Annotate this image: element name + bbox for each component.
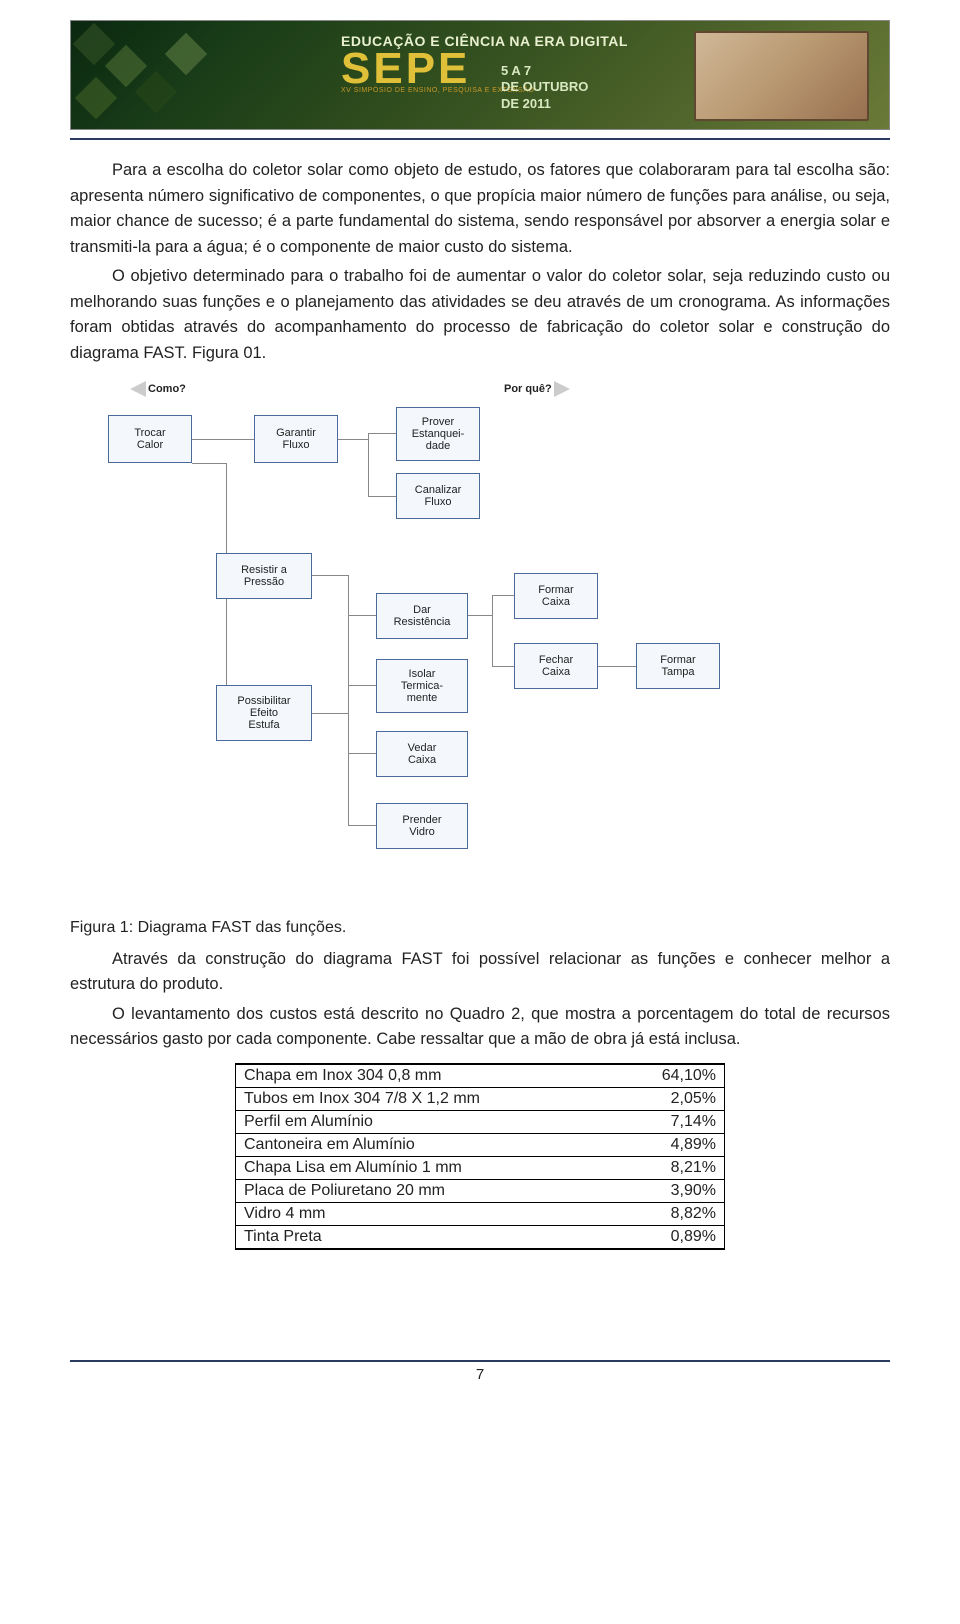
arrow-how: Como?: [130, 381, 188, 397]
node-formar-caixa: FormarCaixa: [514, 573, 598, 619]
paragraph-3: Através da construção do diagrama FAST f…: [70, 947, 890, 998]
banner-abacus-image: [694, 31, 869, 121]
table-cell-percent: 8,21%: [605, 1156, 725, 1179]
table-cell-component: Chapa em Inox 304 0,8 mm: [236, 1064, 605, 1088]
table-cell-component: Tinta Preta: [236, 1225, 605, 1249]
node-prender-vidro: PrenderVidro: [376, 803, 468, 849]
table-cell-component: Placa de Poliuretano 20 mm: [236, 1179, 605, 1202]
paragraph-4: O levantamento dos custos está descrito …: [70, 1002, 890, 1053]
banner-dates: 5 A 7 DE OUTUBRO DE 2011: [501, 63, 588, 112]
table-cell-percent: 3,90%: [605, 1179, 725, 1202]
table-cell-component: Perfil em Alumínio: [236, 1110, 605, 1133]
figure-caption: Figura 1: Diagrama FAST das funções.: [70, 919, 890, 937]
table-cell-component: Vidro 4 mm: [236, 1202, 605, 1225]
node-possibilitar-efeito-estufa: PossibilitarEfeitoEstufa: [216, 685, 312, 741]
table-row: Perfil em Alumínio7,14%: [236, 1110, 725, 1133]
fast-diagram: Como? Por quê? TrocarCalor GarantirFluxo…: [106, 375, 796, 915]
table-row: Vidro 4 mm8,82%: [236, 1202, 725, 1225]
table-cell-component: Cantoneira em Alumínio: [236, 1133, 605, 1156]
node-dar-resistencia: DarResistência: [376, 593, 468, 639]
node-fechar-caixa: FecharCaixa: [514, 643, 598, 689]
paragraph-2: O objetivo determinado para o trabalho f…: [70, 264, 890, 366]
arrow-how-label: Como?: [146, 383, 188, 395]
node-resistir-pressao: Resistir aPressão: [216, 553, 312, 599]
table-row: Tinta Preta0,89%: [236, 1225, 725, 1249]
arrow-why: Por quê?: [502, 381, 570, 397]
node-isolar-termicamente: IsolarTermica-mente: [376, 659, 468, 713]
node-vedar-caixa: VedarCaixa: [376, 731, 468, 777]
table-row: Cantoneira em Alumínio4,89%: [236, 1133, 725, 1156]
node-formar-tampa: FormarTampa: [636, 643, 720, 689]
table-cell-percent: 4,89%: [605, 1133, 725, 1156]
table-cell-component: Tubos em Inox 304 7/8 X 1,2 mm: [236, 1087, 605, 1110]
node-garantir-fluxo: GarantirFluxo: [254, 415, 338, 463]
table-cell-percent: 64,10%: [605, 1064, 725, 1088]
header-banner: EDUCAÇÃO E CIÊNCIA NA ERA DIGITAL SEPE X…: [70, 20, 890, 130]
node-prover-estanqueidade: ProverEstanquei-dade: [396, 407, 480, 461]
costs-table: Chapa em Inox 304 0,8 mm64,10%Tubos em I…: [235, 1063, 725, 1250]
table-cell-percent: 7,14%: [605, 1110, 725, 1133]
node-canalizar-fluxo: CanalizarFluxo: [396, 473, 480, 519]
footer-divider: [70, 1360, 890, 1362]
table-cell-percent: 2,05%: [605, 1087, 725, 1110]
paragraph-1: Para a escolha do coletor solar como obj…: [70, 158, 890, 260]
header-divider: [70, 138, 890, 140]
table-cell-component: Chapa Lisa em Alumínio 1 mm: [236, 1156, 605, 1179]
table-cell-percent: 0,89%: [605, 1225, 725, 1249]
table-cell-percent: 8,82%: [605, 1202, 725, 1225]
page-number: 7: [70, 1366, 890, 1383]
table-row: Placa de Poliuretano 20 mm3,90%: [236, 1179, 725, 1202]
node-trocar-calor: TrocarCalor: [108, 415, 192, 463]
table-row: Chapa Lisa em Alumínio 1 mm8,21%: [236, 1156, 725, 1179]
table-row: Chapa em Inox 304 0,8 mm64,10%: [236, 1064, 725, 1088]
arrow-why-label: Por quê?: [502, 383, 554, 395]
table-row: Tubos em Inox 304 7/8 X 1,2 mm2,05%: [236, 1087, 725, 1110]
